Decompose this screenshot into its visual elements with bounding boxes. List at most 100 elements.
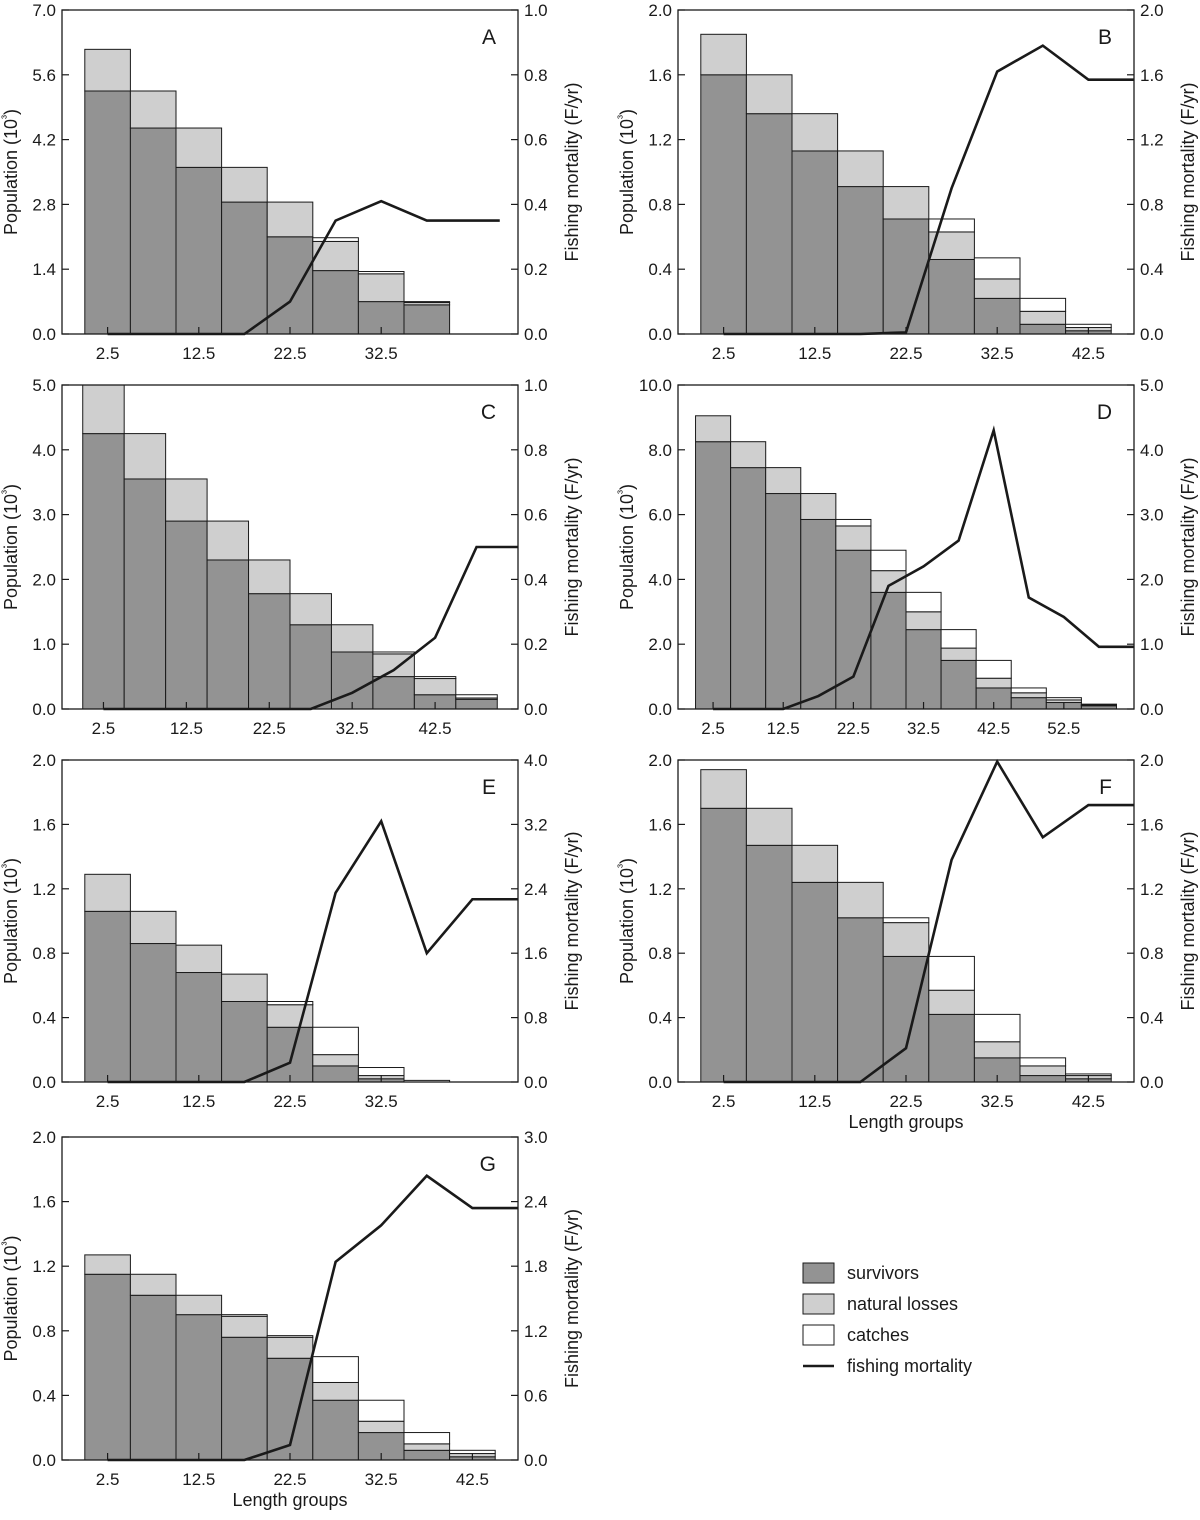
y-axis-label-exponent: ³ — [615, 490, 629, 494]
x-tick-label: 12.5 — [170, 719, 203, 738]
y-axis-label-exponent: ³ — [0, 115, 13, 119]
y-tick-label: 0.0 — [648, 325, 672, 344]
y-axis-label-part: Population (10 — [617, 119, 637, 235]
x-tick-label: 22.5 — [273, 1470, 306, 1489]
bar-natural-losses — [905, 611, 942, 631]
y2-tick-label: 0.8 — [1140, 195, 1164, 214]
panel-D: 0.0 2.0 4.0 6.0 8.0 10.0 0.0 1.0 2.0 3.0 4.0 5.0 2.5… — [615, 376, 1198, 738]
y2-tick-label: 1.0 — [1140, 635, 1164, 654]
y2-tick-label: 0.8 — [524, 66, 548, 85]
bar-catches — [357, 1399, 405, 1422]
bar-natural-losses — [765, 467, 802, 495]
y2-tick-label: 0.2 — [524, 260, 548, 279]
y2-tick-label: 3.0 — [1140, 506, 1164, 525]
bar-natural-losses — [175, 944, 223, 974]
bar-catches — [973, 257, 1021, 280]
bar-survivors — [791, 150, 839, 335]
bar-natural-losses — [973, 1041, 1021, 1059]
bar-catches — [357, 271, 405, 275]
bar-natural-losses — [882, 922, 930, 957]
bar-survivors — [403, 1449, 451, 1461]
bar-natural-losses — [84, 873, 131, 912]
y-tick-label: 1.6 — [648, 66, 672, 85]
bar-natural-losses — [700, 33, 747, 76]
y-tick-label: 1.2 — [32, 880, 56, 899]
y-tick-label: 1.2 — [648, 880, 672, 899]
panel-B: 0.0 0.4 0.8 1.2 1.6 2.0 0.0 0.4 0.8 1.2 1.6 2.0 2.5 1… — [615, 1, 1198, 363]
bar-survivors — [84, 910, 131, 1083]
y2-tick-label: 0.4 — [1140, 1009, 1164, 1028]
y2-tick-label: 0.0 — [1140, 1073, 1164, 1092]
y2-tick-label: 5.0 — [1140, 376, 1164, 395]
y-tick-label: 0.8 — [648, 195, 672, 214]
panel-letter: E — [482, 776, 496, 799]
x-tick-label: 2.5 — [96, 1092, 120, 1111]
y2-axis-label: Fishing mortality (F/yr) — [1178, 831, 1198, 1010]
y-axis-label-part: ) — [617, 858, 637, 864]
bar-survivors — [266, 236, 314, 335]
y-axis-label-part: ) — [1, 109, 21, 115]
y2-tick-label: 2.0 — [1140, 751, 1164, 770]
bar-survivors — [129, 127, 177, 335]
y2-tick-label: 1.0 — [524, 376, 548, 395]
y-tick-label: 2.0 — [648, 751, 672, 770]
panel-letter: B — [1098, 26, 1112, 49]
x-axis-label: Length groups — [232, 1490, 347, 1510]
legend-label: natural losses — [847, 1294, 958, 1314]
y-axis-label: Population (10³) — [0, 1235, 21, 1361]
bar-survivors — [312, 1399, 359, 1461]
bar-catches — [312, 1026, 359, 1056]
y-axis-label: Population (10³) — [0, 858, 21, 984]
bar-natural-losses — [221, 166, 268, 203]
bar-survivors — [175, 972, 223, 1083]
bar-natural-losses — [837, 881, 884, 919]
bar-natural-losses — [413, 678, 457, 696]
x-tick-label: 12.5 — [798, 344, 831, 363]
y-tick-label: 1.4 — [32, 260, 56, 279]
y-axis-label-part: Population (10 — [617, 868, 637, 984]
bar-catches — [882, 917, 930, 924]
bar-survivors — [905, 629, 942, 710]
bar-catches — [1010, 687, 1047, 694]
x-tick-label: 2.5 — [92, 719, 116, 738]
y-axis-label-part: Population (10 — [1, 494, 21, 610]
y2-tick-label: 0.8 — [524, 441, 548, 460]
bar-natural-losses — [730, 441, 767, 469]
x-tick-label: 2.5 — [712, 344, 736, 363]
bar-natural-losses — [837, 150, 884, 188]
y2-tick-label: 0.0 — [524, 325, 548, 344]
y2-axis-label: Fishing mortality (F/yr) — [562, 82, 582, 261]
bar-survivors — [289, 624, 332, 710]
bar-survivors — [1019, 323, 1067, 335]
panel-G: 0.0 0.4 0.8 1.2 1.6 2.0 0.0 0.6 1.2 1.8 2.4 3.0 2.5 1… — [0, 1128, 582, 1510]
bar-natural-losses — [123, 433, 167, 480]
bar-natural-losses — [82, 384, 125, 435]
y2-axis-label: Fishing mortality (F/yr) — [562, 831, 582, 1010]
y2-tick-label: 0.0 — [1140, 325, 1164, 344]
bar-survivors — [837, 186, 884, 335]
x-tick-label: 22.5 — [253, 719, 286, 738]
x-tick-label: 2.5 — [96, 344, 120, 363]
x-tick-label: 22.5 — [837, 719, 870, 738]
bar-catches — [870, 549, 907, 572]
x-axis-label: Length groups — [848, 1112, 963, 1132]
bar-catches — [221, 1314, 268, 1317]
bar-natural-losses — [1019, 1065, 1067, 1077]
x-tick-label: 22.5 — [889, 344, 922, 363]
y-tick-label: 5.0 — [32, 376, 56, 395]
y-tick-label: 0.4 — [32, 1386, 56, 1405]
bar-catches — [266, 1335, 314, 1338]
x-tick-label: 42.5 — [456, 1470, 489, 1489]
bar-survivors — [837, 917, 884, 1083]
bar-survivors — [123, 478, 167, 710]
bar-natural-losses — [206, 520, 250, 561]
y-axis-label: Population (10³) — [0, 109, 21, 235]
panel-letter: F — [1099, 776, 1112, 799]
bar-survivors — [455, 698, 498, 710]
y-tick-label: 1.0 — [32, 635, 56, 654]
bar-natural-losses — [165, 478, 208, 522]
bar-survivors — [129, 1294, 177, 1461]
y-axis-label-exponent: ³ — [0, 490, 13, 494]
bar-survivors — [791, 881, 839, 1083]
y2-tick-label: 0.4 — [524, 195, 548, 214]
